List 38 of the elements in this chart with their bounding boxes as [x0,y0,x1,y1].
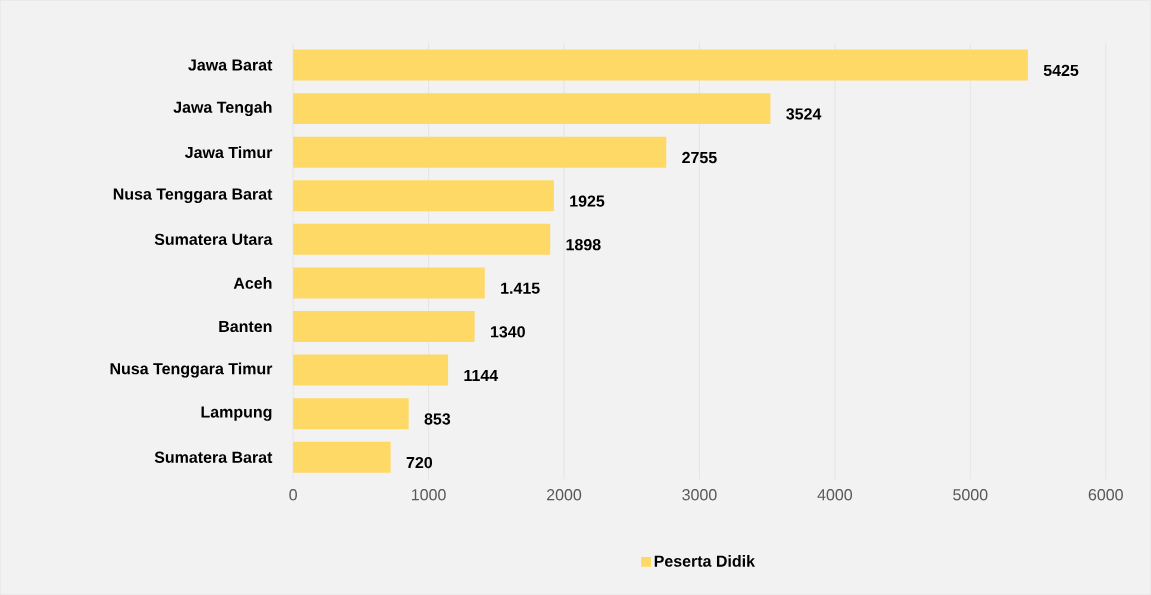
x-tick-label: 4000 [817,488,853,501]
y-tick-label: Jawa Timur [184,146,273,158]
y-tick-label: Sumatera Utara [154,233,273,245]
data-label: 3524 [786,108,822,120]
x-tick-label: 5000 [953,488,988,501]
y-tick-label: Jawa Tengah [173,101,272,116]
y-tick-label: Jawa Barat [188,59,273,71]
y-tick-label: Nusa Tenggara Barat [113,188,273,203]
data-label: 5425 [1043,64,1079,76]
y-tick-label: Sumatera Barat [154,451,273,463]
bar [293,49,1028,81]
data-label: 853 [424,413,451,425]
x-tick-label: 6000 [1088,488,1123,501]
x-tick-label: 3000 [682,488,717,501]
x-tick-label: 1000 [412,488,446,501]
bar [293,223,551,255]
bar [293,136,667,168]
data-label: 1898 [566,238,601,251]
bar [293,354,449,386]
bar [293,93,771,124]
legend-label: Peserta Didik [654,554,756,567]
y-tick-label: Nusa Tenggara Timur [110,362,273,378]
data-label: 2755 [682,151,717,164]
data-label: 1340 [490,326,525,338]
data-label: 1144 [464,369,499,381]
y-tick-label: Lampung [201,406,272,421]
data-label: 1925 [570,195,605,207]
bar [293,441,391,473]
y-tick-label: Banten [219,320,272,332]
data-label: 1.415 [501,282,540,294]
data-label: 720 [406,456,433,469]
x-tick-label: 2000 [547,488,582,501]
bar [293,180,554,212]
bar [293,310,475,342]
bar [293,398,409,430]
bar [293,267,485,299]
y-tick-label: Aceh [233,276,272,289]
x-tick-label: 0 [289,488,297,501]
